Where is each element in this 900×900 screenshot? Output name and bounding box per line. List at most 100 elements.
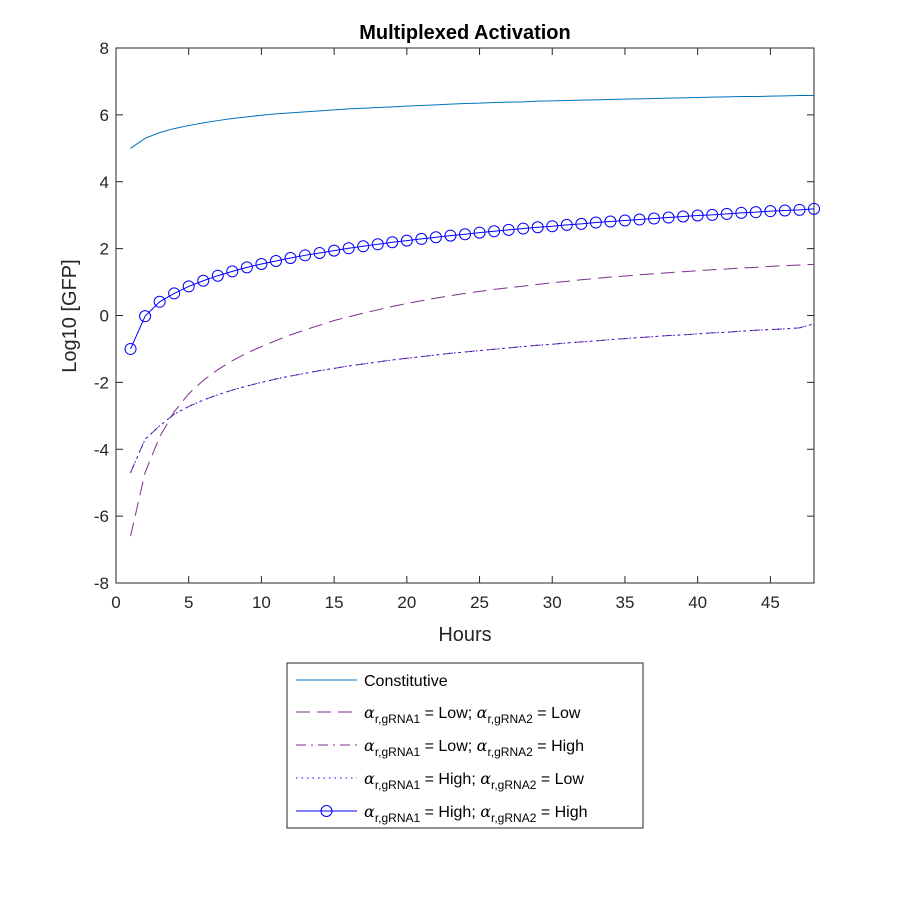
data-point-high_high xyxy=(749,206,762,219)
data-point-high_high xyxy=(139,310,152,323)
y-axis-ticks: -8 -6 -4 -2 0 2 4 6 8 xyxy=(94,39,814,593)
data-point-high_high xyxy=(546,220,559,233)
data-point-high_high xyxy=(589,216,602,229)
legend-text-part: = Low xyxy=(533,705,581,722)
greek-symbol: α xyxy=(477,736,488,755)
data-point-high_high xyxy=(153,295,166,308)
greek-symbol: α xyxy=(364,802,375,821)
data-point-high_high xyxy=(284,251,297,264)
series-layer xyxy=(124,94,820,537)
x-tick-label: 45 xyxy=(761,593,780,612)
legend-marker xyxy=(320,805,333,817)
series-low_high xyxy=(130,323,815,473)
data-point-high_high xyxy=(386,236,399,249)
series-line-constitutive xyxy=(130,94,814,149)
legend-text-part: = Low; xyxy=(420,705,476,722)
series-high_high xyxy=(124,202,820,355)
data-point-high_high xyxy=(342,242,355,255)
legend-text-part: = Low; xyxy=(420,738,476,755)
data-point-high_high xyxy=(648,212,661,225)
legend-text-part: Constitutive xyxy=(364,673,448,690)
greek-symbol: α xyxy=(480,769,491,788)
legend-label: αr,gRNA1 = Low; αr,gRNA2 = High xyxy=(364,736,584,759)
y-tick-label: -8 xyxy=(94,574,109,593)
legend-entry-high_low: αr,gRNA1 = High; αr,gRNA2 = Low xyxy=(296,769,584,792)
data-point-high_high xyxy=(517,222,530,235)
legend-subscript: r,gRNA1 xyxy=(375,712,421,726)
data-point-high_high xyxy=(313,246,326,259)
y-tick-label: 0 xyxy=(100,307,109,326)
data-point-high_high xyxy=(691,209,704,222)
data-point-high_high xyxy=(808,202,820,215)
x-tick-label: 0 xyxy=(111,593,120,612)
legend-entry-constitutive: Constitutive xyxy=(296,673,448,690)
legend-text-part: = High; xyxy=(420,804,480,821)
legend-label: αr,gRNA1 = High; αr,gRNA2 = Low xyxy=(364,769,584,792)
data-point-high_high xyxy=(226,265,239,278)
legend-subscript: r,gRNA2 xyxy=(491,778,537,792)
data-point-high_high xyxy=(415,232,428,245)
data-point-high_high xyxy=(633,213,646,226)
data-point-high_high xyxy=(459,228,471,241)
legend-entry-low_low: αr,gRNA1 = Low; αr,gRNA2 = Low xyxy=(296,703,581,726)
data-point-high_high xyxy=(197,274,210,287)
x-tick-label: 40 xyxy=(688,593,707,612)
x-tick-label: 30 xyxy=(543,593,562,612)
x-axis-ticks: 0 5 10 15 20 25 30 35 40 45 xyxy=(111,48,780,612)
y-tick-label: -6 xyxy=(94,507,109,526)
chart-title: Multiplexed Activation xyxy=(359,22,571,44)
data-point-high_high xyxy=(240,261,253,274)
legend-subscript: r,gRNA2 xyxy=(491,811,537,825)
data-point-high_high xyxy=(735,206,748,219)
legend-entry-high_high: αr,gRNA1 = High; αr,gRNA2 = High xyxy=(296,802,588,825)
data-point-high_high xyxy=(662,211,675,224)
y-axis-label: Log10 [GFP] xyxy=(59,259,81,372)
data-point-high_high xyxy=(444,229,457,242)
x-axis-label: Hours xyxy=(438,624,491,646)
data-point-high_high xyxy=(357,240,370,253)
data-point-high_high xyxy=(560,218,573,231)
data-point-high_high xyxy=(473,226,486,239)
data-point-high_high xyxy=(269,254,282,267)
legend-subscript: r,gRNA2 xyxy=(487,745,533,759)
greek-symbol: α xyxy=(364,703,375,722)
plot-area xyxy=(115,47,815,584)
legend-subscript: r,gRNA1 xyxy=(375,778,421,792)
data-point-high_high xyxy=(168,287,181,300)
series-line-high_high xyxy=(130,208,815,350)
data-point-high_high xyxy=(793,203,806,216)
data-point-high_high xyxy=(488,225,501,238)
x-tick-label: 15 xyxy=(325,593,344,612)
y-tick-label: 2 xyxy=(100,240,109,259)
legend-entry-low_high: αr,gRNA1 = Low; αr,gRNA2 = High xyxy=(296,736,584,759)
data-point-high_high xyxy=(211,269,224,282)
greek-symbol: α xyxy=(477,703,488,722)
data-point-high_high xyxy=(328,244,341,257)
data-point-high_high xyxy=(299,249,312,262)
greek-symbol: α xyxy=(364,769,375,788)
data-point-high_high xyxy=(255,258,268,271)
x-tick-label: 25 xyxy=(470,593,489,612)
data-point-high_high xyxy=(371,238,384,251)
data-point-high_high xyxy=(531,221,544,234)
y-tick-label: 4 xyxy=(100,173,109,192)
legend-label: αr,gRNA1 = Low; αr,gRNA2 = Low xyxy=(364,703,581,726)
data-point-high_high xyxy=(502,223,515,236)
legend-subscript: r,gRNA1 xyxy=(375,745,421,759)
data-point-high_high xyxy=(182,280,195,293)
x-tick-label: 10 xyxy=(252,593,271,612)
greek-symbol: α xyxy=(480,802,491,821)
x-tick-label: 35 xyxy=(615,593,634,612)
x-tick-label: 20 xyxy=(397,593,416,612)
legend-subscript: r,gRNA1 xyxy=(375,811,421,825)
x-tick-label: 5 xyxy=(184,593,193,612)
legend-label: Constitutive xyxy=(364,673,448,690)
greek-symbol: α xyxy=(364,736,375,755)
data-point-high_high xyxy=(429,231,442,244)
y-tick-label: 8 xyxy=(100,39,109,58)
data-point-high_high xyxy=(575,217,588,230)
data-point-high_high xyxy=(400,234,413,247)
series-constitutive xyxy=(130,94,814,149)
legend-text-part: = Low xyxy=(536,771,584,788)
